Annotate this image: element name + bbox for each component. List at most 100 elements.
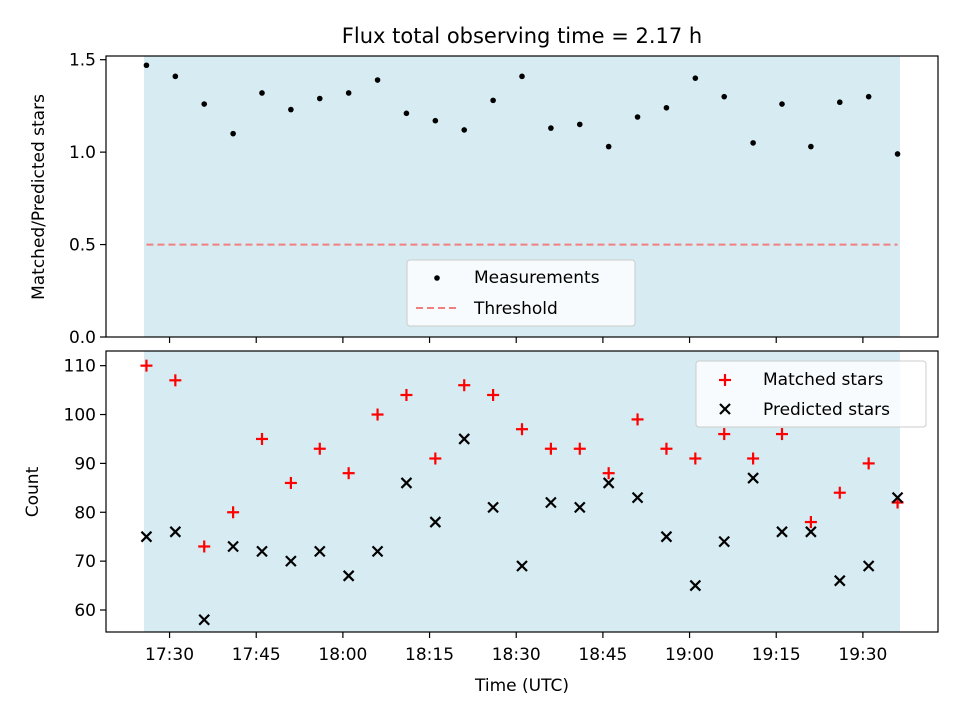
matched-star-point (169, 374, 182, 387)
matched-star-point (776, 428, 788, 441)
bottom-y-tick-label: 100 (64, 406, 96, 426)
measurement-point (750, 140, 756, 146)
matched-star-point (429, 452, 442, 465)
bottom-y-axis: 60 70 80 90 100 110 (64, 357, 106, 621)
legend-matched-marker (719, 374, 731, 386)
top-plot-frame (105, 55, 939, 338)
measurement-point (692, 75, 699, 81)
matched-star-point (256, 432, 268, 445)
top-y-tick-label: 0.0 (69, 328, 96, 348)
x-tick-label: 18:30 (492, 645, 541, 665)
predicted-star-point (805, 526, 817, 538)
measurement-point (808, 143, 814, 150)
measurement-point (230, 130, 236, 137)
top-panel: Flux total observing time = 2.17 h 0.0 0.… (29, 24, 939, 348)
predicted-star-point (516, 560, 528, 572)
predicted-star-point (487, 501, 499, 514)
measurement-point (432, 117, 439, 124)
matched-star-point (400, 388, 413, 401)
predicted-star-point (198, 614, 211, 626)
matched-star-point (804, 516, 817, 529)
matched-star-point (602, 467, 615, 480)
top-legend-box (406, 259, 636, 327)
measurement-point (548, 125, 554, 131)
predicted-star-point (400, 477, 413, 489)
measurement-point (519, 73, 525, 80)
measurement-point (345, 90, 352, 96)
top-y-tick-label: 0.5 (69, 236, 96, 256)
predicted-star-point (776, 526, 788, 538)
matched-star-point (227, 506, 240, 519)
measurement-point (172, 73, 179, 80)
predicted-star-point (573, 501, 586, 514)
bottom-y-tick-label: 70 (74, 552, 96, 572)
x-tick-label: 17:45 (232, 645, 281, 665)
predicted-star-point (169, 526, 182, 538)
measurement-point (201, 101, 208, 107)
x-tick-label: 17:30 (145, 645, 194, 665)
predicted-star-point (313, 545, 326, 558)
matched-star-point (747, 452, 760, 465)
matched-star-point (371, 408, 384, 421)
predicted-star-point (140, 530, 153, 543)
predicted-star-point (862, 560, 875, 572)
bottom-legend: Matched stars Predicted stars (695, 360, 927, 428)
predicted-star-point (371, 545, 384, 558)
measurement-point (721, 93, 728, 100)
matched-star-point (689, 452, 702, 465)
matched-star-point (631, 413, 644, 426)
bottom-y-tick-label: 80 (74, 503, 96, 523)
top-y-axis-label: Matched/Predicted stars (29, 94, 49, 300)
legend-measurements-marker (434, 275, 440, 281)
predicted-star-point (718, 535, 731, 548)
legend-predicted-marker (719, 403, 731, 415)
bottom-y-tick-label: 90 (74, 454, 96, 474)
matched-star-point (313, 442, 326, 455)
matched-star-point (544, 442, 557, 455)
top-y-tick-label: 1.0 (69, 143, 96, 163)
predicted-star-point (891, 491, 904, 504)
matched-star-point (487, 388, 500, 401)
measurement-point (634, 114, 641, 120)
matched-star-point (660, 442, 673, 455)
matched-star-point (573, 442, 586, 455)
matched-star-point (198, 540, 211, 553)
x-axis: 17:30 17:45 18:00 18:15 18:30 18:45 19:00 19:15… (145, 632, 887, 665)
matched-star-point (284, 476, 297, 489)
matched-star-point (833, 486, 846, 499)
legend-matched-label: Matched stars (763, 370, 883, 390)
bottom-legend-box (695, 360, 927, 428)
top-y-tick-label: 1.5 (69, 51, 96, 71)
predicted-star-point (342, 570, 355, 582)
matched-star-point (342, 467, 355, 480)
top-legend: Measurements Threshold (406, 259, 636, 327)
legend-threshold-label: Threshold (473, 299, 558, 319)
measurement-point (374, 77, 381, 83)
measurement-point (288, 106, 294, 113)
predicted-star-point (458, 433, 471, 445)
x-tick-label: 18:15 (405, 645, 454, 665)
measurement-point (259, 90, 265, 96)
x-tick-label: 19:00 (665, 645, 714, 665)
predicted-star-point (631, 491, 644, 504)
x-tick-label: 18:45 (578, 645, 627, 665)
measurement-point (663, 104, 670, 111)
predicted-star-point (747, 472, 759, 484)
predicted-star-point (833, 574, 846, 587)
matched-star-point (718, 428, 731, 441)
chart-title: Flux total observing time = 2.17 h (342, 24, 702, 48)
predicted-star-point (602, 477, 615, 489)
measurements-layer (143, 62, 901, 157)
measurement-point (143, 62, 150, 69)
bottom-panel: 60 70 80 90 100 110 17:30 17:45 18:00 18:15 18:30… (23, 350, 939, 696)
measurement-point (894, 151, 901, 157)
measurement-point (779, 101, 785, 107)
measurement-point (836, 99, 843, 106)
bottom-y-tick-label: 60 (74, 601, 96, 621)
measurement-point (316, 95, 323, 102)
matched-star-point (140, 359, 153, 372)
predicted-star-point (660, 530, 673, 543)
measurement-point (490, 97, 496, 104)
predicted-star-point (545, 496, 557, 509)
